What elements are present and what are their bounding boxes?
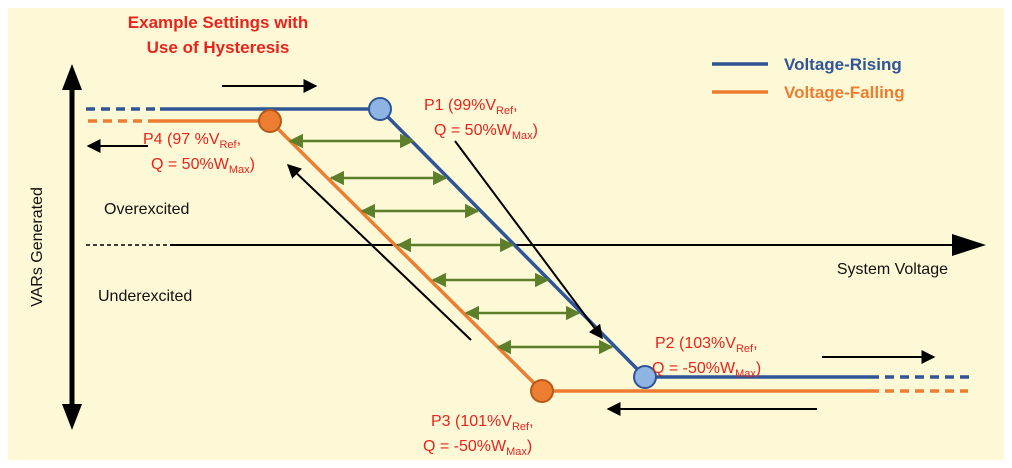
- y-axis-arrowhead-bottom: [62, 404, 82, 430]
- region-label-underexcited: Underexcited: [98, 288, 192, 305]
- title-line-2: Use of Hysteresis: [147, 38, 290, 57]
- region-label-overexcited: Overexcited: [104, 201, 189, 218]
- point-p3: [530, 379, 554, 403]
- title-line-1: Example Settings with: [128, 13, 308, 32]
- falling-curve: [150, 119, 870, 393]
- p3-label-line-1: P3 (101%VRef,: [431, 413, 534, 433]
- x-axis-label: System Voltage: [837, 261, 948, 278]
- p3-label-line-2: Q = -50%WMax): [423, 438, 532, 458]
- point-p1: [368, 97, 392, 121]
- direction-arrow-rising-down: [454, 140, 603, 340]
- p4-label-line-2: Q = 50%WMax): [151, 156, 255, 176]
- point-p2: [633, 365, 657, 389]
- p2-label-line-2: Q = -50%WMax): [652, 360, 761, 380]
- p1-label-line-1: P1 (99%VRef,: [424, 97, 518, 117]
- legend-label-falling: Voltage-Falling: [784, 83, 905, 102]
- y-axis-label: VARs Generated: [29, 187, 46, 307]
- y-axis-arrowhead-top: [62, 64, 82, 90]
- p2-label-line-1: P2 (103%VRef,: [655, 335, 758, 355]
- point-p4: [258, 109, 282, 133]
- p4-label-line-1: P4 (97 %VRef,: [143, 131, 241, 151]
- x-axis-arrowhead: [952, 234, 986, 256]
- legend-label-rising: Voltage-Rising: [784, 55, 902, 74]
- p1-label-line-2: Q = 50%WMax): [434, 122, 538, 142]
- direction-arrow-falling-up: [286, 164, 472, 341]
